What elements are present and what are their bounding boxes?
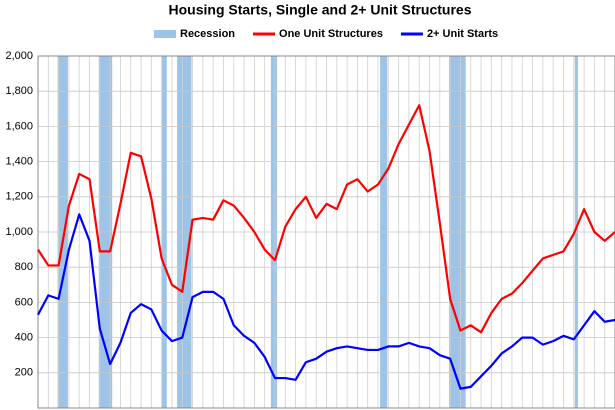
y-tick-label: 600 [15, 296, 33, 308]
y-tick-label: 2,000 [5, 50, 33, 62]
y-tick-label: 1,600 [5, 120, 33, 132]
series-line [37, 104, 615, 334]
plot-frame [37, 55, 615, 409]
legend-label: 2+ Unit Starts [427, 28, 498, 40]
y-tick-label: 1,200 [5, 191, 33, 203]
y-tick-label: 1,800 [5, 85, 33, 97]
y-tick-label: 1,000 [5, 226, 33, 238]
y-tick-label: 800 [15, 261, 33, 273]
chart-title: Housing Starts, Single and 2+ Unit Struc… [169, 2, 472, 18]
y-tick-label: 400 [15, 332, 33, 344]
legend-label: One Unit Structures [279, 28, 383, 40]
y-tick-label: 1,400 [5, 156, 33, 168]
legend-label: Recession [180, 28, 235, 40]
legend-swatch [154, 30, 176, 38]
series-line [37, 213, 615, 390]
y-tick-label: 200 [15, 367, 33, 379]
